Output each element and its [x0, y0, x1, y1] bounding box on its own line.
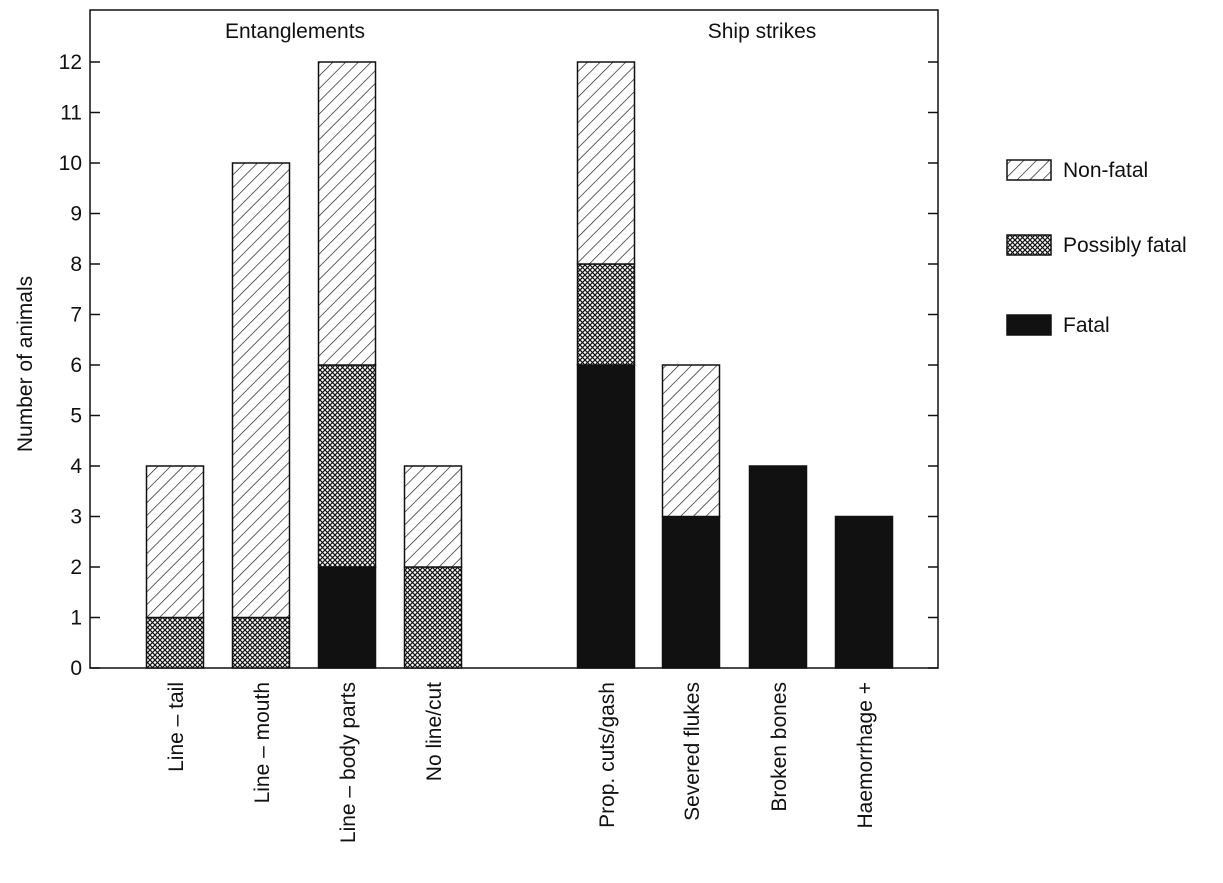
bar-line-body-parts-non-fatal [317, 61, 377, 366]
bar-no-line-cut-non-fatal [403, 465, 463, 568]
y-tick-label: 7 [70, 304, 82, 327]
bar-prop-cuts-gash-fatal [576, 364, 636, 669]
x-tick-label: Prop. cuts/gash [596, 682, 619, 828]
y-tick-label: 4 [70, 455, 82, 478]
bar-prop-cuts-gash-non-fatal [576, 61, 636, 265]
y-tick-label: 0 [70, 657, 82, 680]
bars [145, 61, 894, 669]
bar-line-body-parts-fatal [317, 566, 377, 669]
x-tick-label: Broken bones [768, 682, 791, 812]
x-tick-label: Line – body parts [337, 682, 360, 843]
y-tick-label: 2 [70, 556, 82, 579]
y-tick-label: 12 [59, 51, 82, 74]
y-tick-label: 9 [70, 203, 82, 226]
legend-label: Non-fatal [1063, 159, 1148, 182]
bar-line-tail-non-fatal [145, 465, 205, 619]
y-tick-label: 3 [70, 506, 82, 529]
y-tick-label: 1 [70, 607, 82, 630]
legend-swatch-possibly-fatal [1006, 234, 1052, 256]
y-axis-title: Number of animals [14, 276, 37, 452]
bar-line-body-parts-possibly-fatal [317, 364, 377, 568]
bar-line-mouth-possibly-fatal [231, 616, 291, 669]
bar-severed-flukes-non-fatal [661, 364, 721, 518]
group-labels: Entanglements Ship strikes [225, 20, 816, 43]
bar-prop-cuts-gash-possibly-fatal [576, 263, 636, 366]
x-tick-label: Haemorrhage + [854, 682, 877, 829]
bar-no-line-cut-possibly-fatal [403, 566, 463, 669]
plot-border [89, 9, 939, 669]
x-tick-label: Line – mouth [251, 682, 274, 803]
plot-frame [89, 9, 939, 669]
legend-label: Possibly fatal [1063, 234, 1187, 257]
x-axis: Line – tail Line – mouth Line – body parts… [165, 682, 877, 843]
legend-label: Fatal [1063, 314, 1110, 337]
y-tick-label: 10 [59, 152, 82, 175]
bar-line-mouth-non-fatal [231, 162, 291, 619]
x-tick-label: No line/cut [423, 682, 446, 781]
bar-line-tail-possibly-fatal [145, 616, 205, 669]
bar-severed-flukes-fatal [661, 515, 721, 669]
y-tick-label: 11 [60, 102, 82, 125]
y-tick-label: 6 [70, 354, 82, 377]
group-label: Ship strikes [708, 20, 817, 43]
x-tick-label: Line – tail [165, 682, 188, 772]
y-tick-label: 5 [70, 405, 82, 428]
bar-haemorrhage-fatal [834, 515, 894, 669]
bar-broken-bones-fatal [748, 465, 808, 669]
legend-swatch-fatal [1006, 314, 1052, 336]
legend-swatch-non-fatal [1006, 159, 1052, 181]
x-tick-label: Severed flukes [681, 682, 704, 821]
y-tick-label: 8 [70, 253, 82, 276]
legend: Non-fatal Possibly fatal Fatal [1006, 159, 1187, 337]
group-label: Entanglements [225, 20, 365, 43]
